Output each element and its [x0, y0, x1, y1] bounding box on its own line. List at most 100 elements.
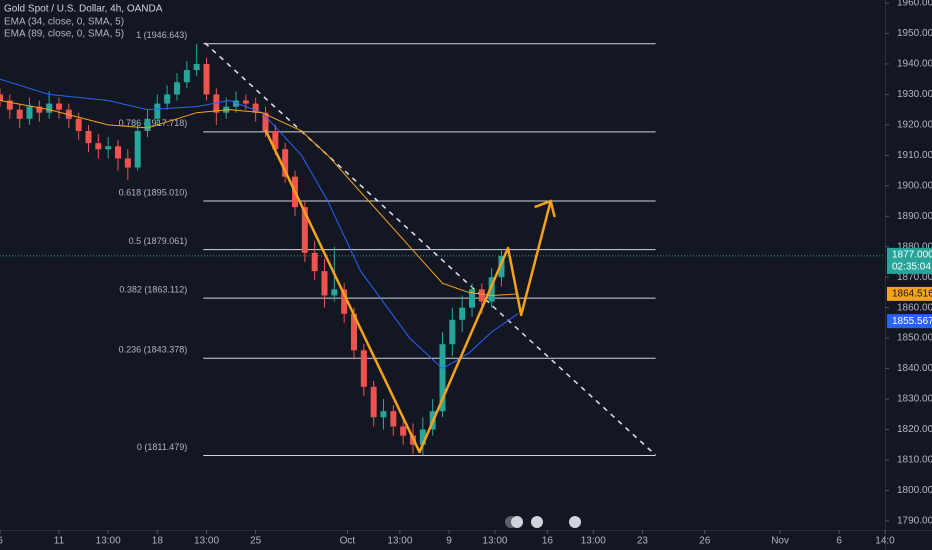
y-tick-label: 1800.000 — [897, 485, 932, 496]
x-tick-label: 11 — [54, 536, 65, 547]
candle-body — [144, 118, 151, 131]
candle-body — [262, 112, 269, 131]
candle-body — [213, 94, 220, 113]
indicator-label: EMA (34, close, 0, SMA, 5) — [4, 17, 124, 28]
y-tick-label: 1790.000 — [897, 516, 932, 527]
fib-label: 1 (1946.643) — [136, 30, 187, 40]
x-tick-label: 13:00 — [387, 536, 412, 547]
candle-body — [380, 411, 387, 418]
y-tick-label: 1870.000 — [897, 272, 932, 283]
x-tick-label: 18 — [152, 536, 164, 547]
candle-body — [56, 103, 62, 110]
candle-body — [174, 82, 180, 95]
candle-body — [183, 70, 190, 83]
candle-body — [419, 429, 426, 445]
candle-body — [26, 106, 33, 119]
candle-body — [469, 289, 475, 308]
candle-body — [311, 252, 318, 272]
candle-body — [203, 63, 210, 95]
candle-body — [351, 313, 357, 351]
y-tick-label: 1910.000 — [897, 150, 932, 161]
y-tick-label: 1840.000 — [897, 363, 932, 374]
indicator-label: EMA (89, close, 0, SMA, 5) — [4, 29, 124, 40]
projection-path — [264, 129, 552, 454]
fib-label: 0.382 (1863.112) — [119, 285, 187, 295]
x-tick-label: 13:00 — [194, 536, 219, 547]
candle-body — [154, 103, 161, 119]
candle-body — [321, 271, 328, 296]
candle-body — [85, 130, 92, 144]
price-marker-box — [887, 314, 932, 329]
price-marker-label: 1864.516 — [892, 289, 932, 300]
y-tick-label: 1820.000 — [897, 424, 932, 435]
candle-body — [370, 386, 377, 418]
candle-body — [449, 319, 456, 345]
candle-body — [36, 106, 43, 113]
last-price-box — [887, 247, 932, 274]
candle-body — [301, 207, 308, 253]
x-tick-label: 16 — [542, 536, 554, 547]
candle-body — [105, 146, 112, 150]
candle-body — [282, 149, 289, 177]
fib-label: 0.786 (1917.718) — [119, 118, 188, 128]
x-tick-label: 13:00 — [96, 536, 121, 547]
price-marker-label: 1855.567 — [892, 316, 932, 327]
x-tick-label: 13:00 — [581, 536, 606, 547]
event-icons — [505, 516, 581, 528]
x-tick-label: 6 — [836, 536, 842, 547]
y-tick-label: 1900.000 — [897, 180, 932, 191]
candle-body — [0, 94, 3, 101]
y-tick-label: 1920.000 — [897, 120, 932, 131]
x-tick-label: 23 — [637, 536, 649, 547]
y-tick-label: 1940.000 — [897, 59, 932, 70]
x-tick-label: Oct — [340, 536, 356, 547]
x-tick-label: 6 — [0, 536, 3, 547]
candle-body — [252, 103, 259, 113]
fib-label: 0.5 (1879.061) — [129, 236, 188, 246]
candle-body — [360, 350, 367, 387]
y-tick-label: 1930.000 — [897, 89, 932, 100]
candle-body — [233, 100, 239, 107]
candle-body — [46, 103, 53, 113]
projection-arrowhead — [534, 199, 556, 218]
x-tick-label: 14:0 — [875, 536, 895, 547]
x-tick-label: 25 — [250, 536, 262, 547]
y-tick-label: 1860.000 — [897, 302, 932, 313]
candle-body — [390, 411, 397, 427]
price-marker-box — [887, 286, 932, 301]
plot: 1 (1946.643) 0.786 (1917.718) 0.618 (1895.… — [0, 30, 885, 456]
x-tick-label: 9 — [446, 536, 452, 547]
candle-body — [272, 130, 279, 150]
candle-body — [478, 289, 485, 302]
candle-body — [459, 307, 466, 320]
candle-body — [164, 94, 171, 104]
y-tick-label: 1830.000 — [897, 394, 932, 405]
y-tick-label: 1810.000 — [897, 455, 932, 466]
candle-body — [242, 100, 249, 104]
fib-label: 0.618 (1895.010) — [119, 187, 188, 197]
candle-body — [439, 344, 446, 412]
candle-body — [95, 143, 102, 150]
candle-body — [16, 109, 23, 119]
y-tick-label: 1960.000 — [897, 0, 932, 9]
countdown-label: 02:35:04 — [892, 262, 931, 273]
candle-body — [488, 277, 495, 302]
ema-line — [0, 100, 518, 296]
candle-body — [498, 255, 505, 278]
x-tick-label: 13:00 — [482, 536, 507, 547]
y-tick-label: 1950.000 — [897, 28, 932, 39]
y-tick-label: 1880.000 — [897, 241, 932, 252]
fib-label: 0 (1811.479) — [137, 442, 187, 452]
candle-body — [331, 289, 338, 296]
last-price-label: 1877.000 — [892, 250, 932, 261]
trendline — [204, 42, 657, 456]
chart-title: Gold Spot / U.S. Dollar, 4h, OANDA — [4, 4, 163, 15]
y-tick-label: 1890.000 — [897, 211, 932, 222]
candle-body — [134, 130, 141, 168]
candle-body — [75, 118, 82, 131]
candle-body — [400, 426, 407, 436]
candle-body — [341, 289, 348, 314]
